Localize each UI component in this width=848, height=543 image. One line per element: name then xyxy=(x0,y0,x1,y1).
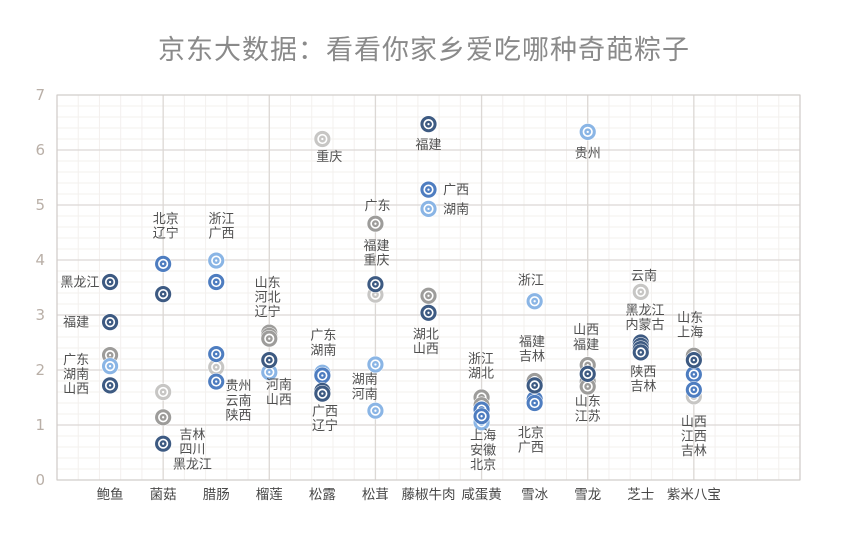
y-tick-label: 7 xyxy=(35,86,45,104)
point-label: 福建 xyxy=(63,316,89,331)
data-point xyxy=(154,435,172,453)
data-point xyxy=(366,402,385,420)
plot-border xyxy=(56,94,801,481)
x-axis-label: 藤椒牛肉 xyxy=(402,487,456,503)
data-point xyxy=(154,383,172,401)
data-points xyxy=(101,115,703,453)
x-axis-label: 松茸 xyxy=(362,487,389,503)
point-label: 山西江西吉林 xyxy=(681,415,707,459)
y-tick-label: 0 xyxy=(35,471,45,489)
data-point xyxy=(366,355,385,374)
data-point xyxy=(313,366,331,385)
y-tick-label: 1 xyxy=(35,416,45,434)
x-axis-label: 腊肠 xyxy=(203,487,230,503)
data-point xyxy=(101,273,119,291)
point-label: 河南山西 xyxy=(266,377,292,408)
data-point xyxy=(579,365,597,383)
data-point xyxy=(207,372,225,391)
point-label: 山东上海 xyxy=(677,311,703,341)
point-label: 北京辽宁 xyxy=(153,212,179,242)
data-point xyxy=(685,381,703,399)
x-axis-label: 紫米八宝 xyxy=(667,487,721,503)
y-tick-label: 3 xyxy=(35,306,45,324)
point-label: 湖南 xyxy=(443,201,469,217)
point-label: 浙江 xyxy=(518,273,544,288)
data-point xyxy=(260,351,278,369)
x-axis-labels: 鲍鱼 菌菇 腊肠 榴莲 松露 松茸 藤椒牛肉 咸蛋黄 雪冰 雪龙 芝士 紫米八宝 xyxy=(97,486,721,503)
data-point xyxy=(207,345,225,363)
data-point xyxy=(472,407,491,425)
x-axis-label: 榴莲 xyxy=(256,487,283,503)
point-label: 重庆 xyxy=(316,149,342,165)
chart-title: 京东大数据：看看你家乡爱吃哪种奇葩粽子 xyxy=(158,35,690,66)
data-point xyxy=(154,285,172,303)
point-label: 广东 xyxy=(365,199,391,214)
x-axis-label: 咸蛋黄 xyxy=(461,487,502,503)
data-point xyxy=(419,115,438,133)
x-axis-label: 松露 xyxy=(309,487,336,503)
y-tick-label: 5 xyxy=(35,196,45,214)
data-point xyxy=(207,273,225,291)
x-axis-label: 芝士 xyxy=(627,487,654,503)
data-point xyxy=(526,376,544,394)
data-point xyxy=(207,251,225,270)
point-label: 浙江湖北 xyxy=(468,352,494,382)
data-point xyxy=(579,123,597,141)
point-label: 陕西吉林 xyxy=(630,365,656,395)
data-point xyxy=(526,292,544,310)
point-label: 贵州云南陕西 xyxy=(225,379,251,423)
point-label: 吉林四川黑龙江 xyxy=(173,428,212,472)
data-point xyxy=(419,304,438,322)
data-point xyxy=(685,351,703,369)
data-labels: 黑龙江福建广东湖南山西北京辽宁吉林四川黑龙江浙江广西贵州云南陕西山东河北辽宁河南… xyxy=(60,138,707,473)
point-label: 湖北山西 xyxy=(413,328,439,358)
point-label: 广东湖南 xyxy=(310,329,336,359)
data-point xyxy=(366,275,385,293)
data-point xyxy=(526,394,544,412)
point-label: 福建 xyxy=(415,138,441,153)
data-point xyxy=(632,283,650,301)
point-label: 北京广西 xyxy=(518,426,544,456)
data-point xyxy=(313,385,331,403)
data-point xyxy=(366,215,385,233)
point-label: 浙江广西 xyxy=(209,212,235,242)
point-label: 山东河北辽宁 xyxy=(255,276,281,320)
data-point xyxy=(419,181,438,199)
point-label: 山西福建 xyxy=(573,323,599,353)
x-axis-label: 雪龙 xyxy=(574,487,601,503)
data-point xyxy=(101,357,119,375)
data-point xyxy=(632,343,650,361)
point-label: 湖南河南 xyxy=(352,372,378,403)
point-label: 广西辽宁 xyxy=(312,405,338,435)
x-axis-label: 菌菇 xyxy=(150,487,177,503)
point-label: 山东江苏 xyxy=(575,395,601,425)
point-label: 广西 xyxy=(443,183,469,198)
data-point xyxy=(260,330,278,348)
data-point xyxy=(419,200,438,218)
y-tick-label: 4 xyxy=(35,251,45,269)
data-point xyxy=(101,313,119,331)
point-label: 福建吉林 xyxy=(519,335,545,365)
x-axis-label: 鲍鱼 xyxy=(97,486,124,503)
point-label: 黑龙江内蒙古 xyxy=(626,303,665,333)
x-axis-label: 雪冰 xyxy=(521,487,548,503)
data-point xyxy=(154,255,172,273)
point-label: 上海安徽北京 xyxy=(470,429,496,473)
point-label: 云南 xyxy=(631,268,657,284)
y-tick-label: 6 xyxy=(35,141,45,159)
point-label: 黑龙江 xyxy=(60,276,99,291)
data-point xyxy=(313,130,331,148)
y-axis-ticks: 0 1 2 3 4 5 6 7 xyxy=(35,86,45,489)
point-label: 贵州 xyxy=(575,146,601,161)
point-label: 广东湖南山西 xyxy=(63,353,89,397)
data-point xyxy=(419,287,438,305)
y-tick-label: 2 xyxy=(35,361,45,379)
data-point xyxy=(101,376,119,394)
point-label: 福建重庆 xyxy=(363,239,389,269)
data-point xyxy=(154,408,172,426)
